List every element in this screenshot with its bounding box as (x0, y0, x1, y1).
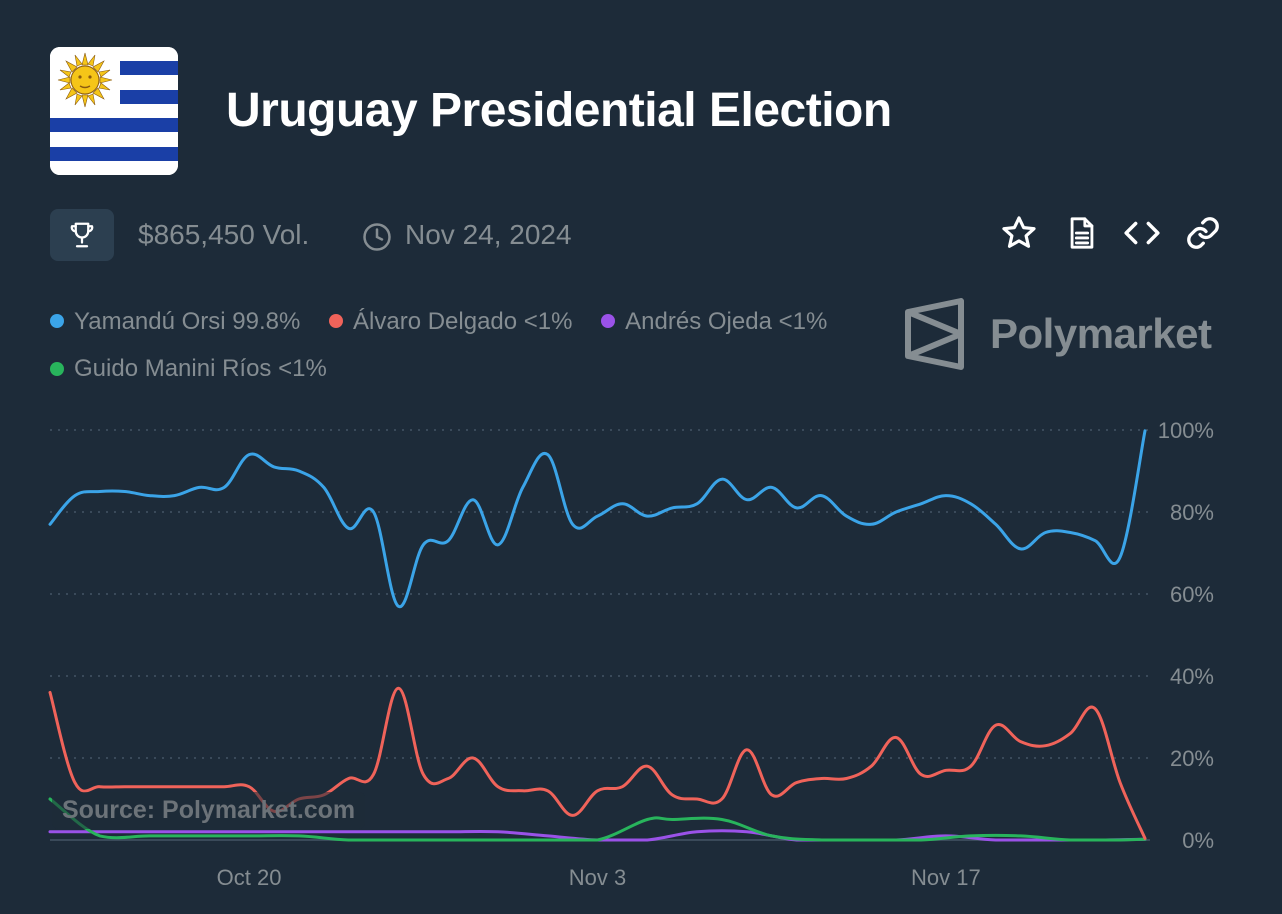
y-tick-label: 0% (1182, 828, 1214, 853)
trophy-button[interactable] (50, 209, 114, 261)
volume-text: $865,450 Vol. (138, 219, 310, 250)
star-button[interactable] (1000, 214, 1038, 252)
end-date-text: Nov 24, 2024 (405, 219, 572, 250)
x-tick-label: Oct 20 (217, 865, 282, 890)
x-tick-label: Nov 17 (911, 865, 981, 890)
y-tick-label: 100% (1158, 418, 1214, 443)
legend-dot (50, 361, 64, 376)
chart-legend: Yamandú Orsi 99.8% Álvaro Delgado <1% An… (50, 297, 880, 392)
polymarket-logo-icon (905, 298, 964, 370)
series-line--lvaro-delgado (48, 686, 1147, 840)
x-axis-ticks: Oct 20 Nov 3 Nov 17 (217, 865, 981, 890)
brand-name: Polymarket (990, 310, 1212, 357)
x-tick-label: Nov 3 (569, 865, 626, 890)
star-icon (1002, 216, 1036, 248)
legend-label: Álvaro Delgado <1% (353, 307, 573, 335)
grid-lines (50, 429, 1150, 841)
embed-code-icon (1124, 221, 1160, 245)
clock-icon (363, 223, 391, 251)
document-button[interactable] (1063, 214, 1101, 252)
polymarket-brand: Polymarket (904, 298, 1212, 370)
legend-dot (329, 314, 344, 328)
legend-dot (50, 314, 64, 328)
legend-item-delgado[interactable]: Álvaro Delgado <1% (329, 298, 572, 345)
y-tick-label: 20% (1170, 746, 1214, 771)
source-watermark: Source: Polymarket.com (52, 792, 366, 829)
legend-dot (601, 314, 616, 328)
link-button[interactable] (1184, 214, 1222, 252)
page-title: Uruguay Presidential Election (226, 84, 892, 137)
series-lines (48, 429, 1147, 842)
embed-button[interactable] (1123, 214, 1161, 252)
series-line-guido-manini-r-os (48, 797, 1147, 842)
legend-label: Andrés Ojeda <1% (625, 307, 828, 335)
series-line-yamand-orsi (48, 429, 1147, 608)
legend-item-manini[interactable]: Guido Manini Ríos <1% (50, 345, 327, 392)
legend-label: Yamandú Orsi 99.8% (74, 307, 301, 335)
legend-label: Guido Manini Ríos <1% (74, 355, 327, 382)
trophy-icon (70, 222, 94, 248)
document-icon (1070, 217, 1094, 249)
legend-item-orsi[interactable]: Yamandú Orsi 99.8% (50, 298, 300, 345)
y-tick-label: 40% (1170, 664, 1214, 689)
uruguay-flag (50, 47, 178, 175)
link-icon (1187, 217, 1219, 249)
y-tick-label: 80% (1170, 500, 1214, 525)
y-axis-ticks: 0% 20% 40% 60% 80% 100% (1158, 418, 1214, 853)
y-tick-label: 60% (1170, 582, 1214, 607)
legend-item-ojeda[interactable]: Andrés Ojeda <1% (601, 298, 827, 345)
